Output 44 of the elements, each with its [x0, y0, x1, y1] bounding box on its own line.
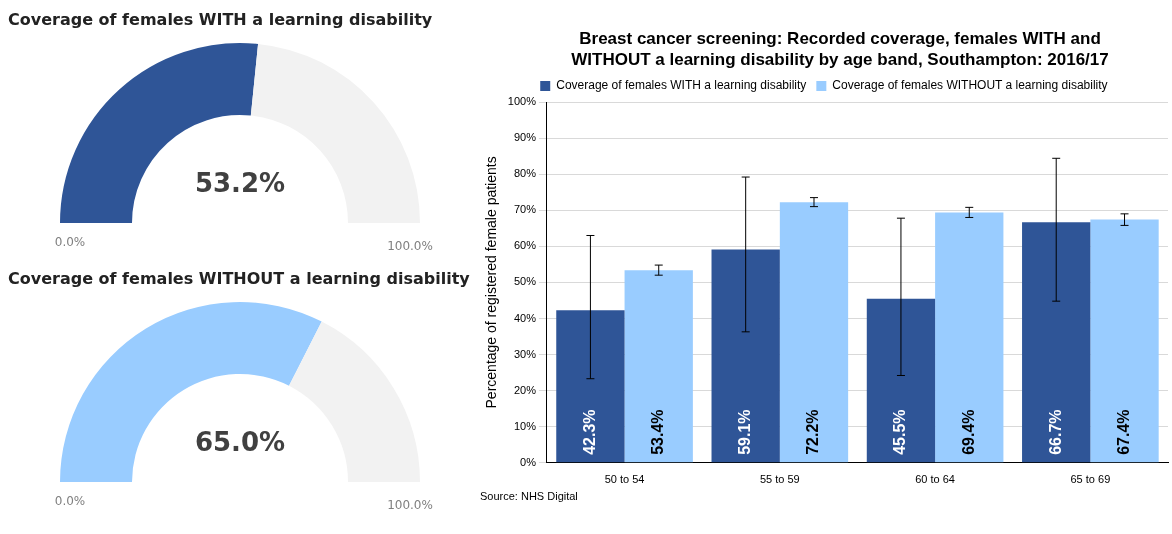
y-tick-label: 10% — [513, 419, 537, 432]
data-label: 69.4% — [959, 409, 977, 455]
data-label: 53.2% — [194, 167, 286, 198]
y-tick-label: 60% — [513, 239, 537, 252]
chart-title: Breast cancer screening: Recorded coverage, females WITH and WITHOUT a learning disability by age band, Southampton: 2016/17 — [570, 28, 1110, 70]
x-tick-label: 50 to 54 — [604, 473, 645, 486]
data-label: 45.5% — [891, 409, 909, 455]
y-tick-label: 20% — [513, 383, 537, 396]
data-label: 53.4% — [649, 409, 667, 455]
text: 100.0% — [387, 498, 433, 513]
bar — [711, 249, 780, 463]
data-label: 67.4% — [1114, 409, 1132, 455]
text: 100.0% — [387, 239, 433, 254]
bar — [556, 310, 625, 463]
source-note: Source: NHS Digital — [480, 490, 579, 502]
bar — [935, 212, 1004, 463]
y-tick-label: 40% — [513, 311, 537, 324]
y-tick-label: 80% — [513, 167, 537, 180]
x-tick-label: 65 to 69 — [1070, 473, 1111, 486]
y-tick-label: 90% — [513, 131, 537, 144]
chart-title: Coverage of females WITHOUT a learning disability — [7, 268, 471, 290]
data-label: 72.2% — [804, 409, 822, 455]
data-label: 66.7% — [1046, 409, 1064, 455]
y-tick-label: 100% — [507, 95, 537, 108]
x-tick-label: 60 to 64 — [915, 473, 955, 486]
legend-label: Coverage of females WITH a learning disability — [556, 78, 807, 93]
text: 0.0% — [54, 235, 86, 250]
bar — [624, 270, 693, 463]
data-label: 42.3% — [580, 409, 598, 455]
data-label: 59.1% — [736, 409, 754, 455]
x-tick-label: 55 to 59 — [759, 473, 800, 486]
y-axis-title: Percentage of registered female patients — [483, 156, 500, 409]
bar — [779, 202, 849, 463]
bar — [866, 298, 936, 463]
chart-title: Coverage of females WITH a learning disability — [7, 9, 434, 31]
y-tick-label: 50% — [513, 275, 537, 288]
y-tick-label: 70% — [513, 203, 537, 216]
y-tick-label: 30% — [513, 347, 537, 360]
text: 0.0% — [54, 494, 86, 509]
bar — [1022, 222, 1091, 463]
legend-label: Coverage of females WITHOUT a learning disability — [832, 78, 1108, 93]
y-tick-label: 0% — [520, 455, 537, 468]
bar — [1090, 219, 1159, 463]
data-label: 65.0% — [194, 426, 286, 457]
